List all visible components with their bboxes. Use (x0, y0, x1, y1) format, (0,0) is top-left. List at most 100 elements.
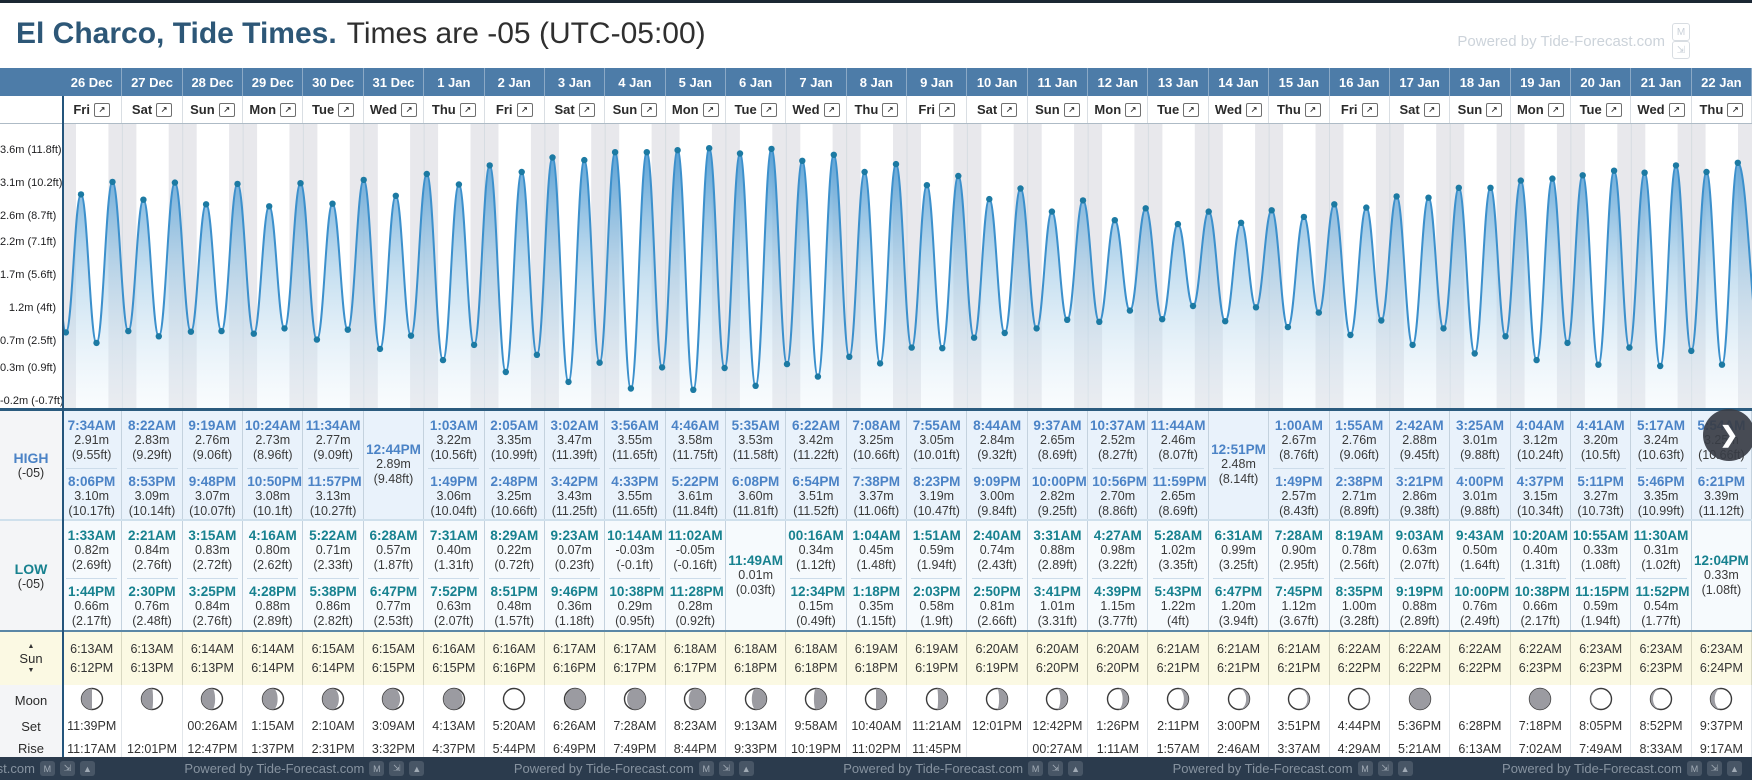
high-tide-entry: 6:08PM 3.60m (11.81ft) (730, 468, 782, 522)
external-link-icon[interactable]: ↗ (1183, 102, 1200, 117)
external-link-icon[interactable]: ↗ (1304, 102, 1321, 117)
external-link-icon[interactable]: ↗ (93, 102, 110, 117)
date-header-cell: 31 Dec (363, 68, 425, 96)
tide-height-m: 3.35m (1643, 489, 1679, 503)
tide-time: 9:48PM (188, 474, 237, 489)
tide-time: 7:28AM (1274, 528, 1323, 543)
tide-time: 9:37AM (1033, 418, 1082, 433)
tide-height-m: 0.15m (798, 599, 834, 613)
external-link-icon[interactable]: ↗ (338, 102, 355, 117)
external-link-icon[interactable]: ↗ (401, 102, 418, 117)
tide-height-m: 3.12m (1522, 433, 1558, 447)
moonrise-time-cell: 11:17AM (62, 737, 123, 760)
footer-watermark-icon: ▲ (409, 761, 425, 776)
low-tide-entry: 4:28PM 0.88m (2.89ft) (247, 578, 299, 632)
external-link-icon[interactable]: ↗ (1547, 102, 1564, 117)
tide-time: 6:28AM (369, 528, 418, 543)
tide-height-m: 0.50m (1462, 543, 1498, 557)
tide-height-ft: (1.08ft) (1580, 558, 1621, 572)
footer-watermark-text: Powered by Tide-Forecast.com (1502, 761, 1682, 776)
tide-height-m: 3.25m (858, 433, 894, 447)
external-link-icon[interactable]: ↗ (1423, 102, 1440, 117)
day-of-week-cell: Wed ↗ (786, 96, 847, 123)
external-link-icon[interactable]: ↗ (459, 102, 476, 117)
moonrise-time-cell: 7:02AM (1511, 737, 1571, 760)
tide-height-m: 0.48m (496, 599, 532, 613)
sunset-time: 6:18PM (794, 661, 838, 675)
day-of-week-label: Sun (1457, 102, 1483, 117)
external-link-icon[interactable]: ↗ (516, 102, 533, 117)
tide-time: 3:25AM (1455, 418, 1504, 433)
external-link-icon[interactable]: ↗ (578, 102, 595, 117)
external-link-icon[interactable]: ↗ (1125, 102, 1142, 117)
moon-phase-icon (623, 687, 647, 714)
moon-phase-icon (1408, 687, 1432, 714)
tide-height-m: 3.15m (1522, 489, 1558, 503)
tide-time: 7:45PM (1275, 584, 1323, 599)
external-link-icon[interactable]: ↗ (1668, 102, 1685, 117)
tide-height-ft: (11.65ft) (612, 504, 658, 518)
external-link-icon[interactable]: ↗ (1063, 102, 1080, 117)
external-link-icon[interactable]: ↗ (641, 102, 658, 117)
external-link-icon[interactable]: ↗ (218, 102, 235, 117)
day-of-week-cell: Tue ↗ (1570, 96, 1632, 123)
footer-watermark-item: Powered by Tide-Forecast.com M ⇲ ▲ (514, 761, 754, 776)
external-link-icon[interactable]: ↗ (1486, 102, 1503, 117)
tide-height-m: 0.57m (376, 543, 411, 557)
tide-height-ft: (10.04ft) (430, 504, 478, 518)
tide-height-m: 3.09m (134, 489, 170, 503)
tide-height-ft: (11.06ft) (853, 504, 900, 518)
external-link-icon[interactable]: ↗ (1361, 102, 1378, 117)
moonset-time-cell: 4:13AM (424, 715, 485, 737)
low-tide-entry: 8:35PM 1.00m (3.28ft) (1333, 578, 1385, 632)
tide-time: 10:38PM (1514, 584, 1570, 599)
tide-time: 9:46PM (550, 584, 599, 599)
low-tide-entry: 9:19PM 0.88m (2.89ft) (1394, 578, 1446, 632)
tide-height-ft: (9.55ft) (71, 448, 112, 462)
sun-times-cell: 6:22AM 6:22PM (1330, 632, 1390, 685)
moonset-time-cell: 4:44PM (1330, 715, 1390, 737)
tide-height-ft: (10.34ft) (1517, 504, 1564, 518)
tide-height-m: 2.76m (1341, 433, 1377, 447)
sun-times-cell: 6:23AM 6:24PM (1692, 632, 1752, 685)
sunrise-time: 6:22AM (1458, 642, 1502, 656)
tide-height-ft: (9.84ft) (977, 504, 1017, 518)
high-tide-cell: 1:03AM 3.22m (10.56ft) 1:49PM 3.06m (10.04ft) (424, 411, 485, 519)
high-tide-entry: 7:08AM 3.25m (10.66ft) (852, 416, 900, 466)
tide-height-m: 3.19m (919, 489, 955, 503)
external-link-icon[interactable]: ↗ (702, 102, 719, 117)
tide-height-ft: (8.27ft) (1097, 448, 1138, 462)
tide-height-ft: (2.56ft) (1339, 558, 1380, 572)
high-tide-entry: 2:05AM 3.35m (10.99ft) (490, 416, 538, 466)
sunrise-time: 6:19AM (854, 642, 898, 656)
tide-height-m: 2.82m (1040, 489, 1075, 503)
tide-height-m: 0.01m (738, 567, 773, 582)
external-link-icon[interactable]: ↗ (280, 102, 297, 117)
low-tide-cell: 3:15AM 0.83m (2.72ft) 3:25PM 0.84m (2.76ft) (183, 521, 244, 630)
low-tide-cell: 9:23AM 0.07m (0.23ft) 9:46PM 0.36m (1.18ft) (545, 521, 606, 630)
day-of-week-cell: Sun ↗ (1450, 96, 1511, 123)
sunrise-time: 6:16AM (432, 642, 476, 656)
external-link-icon[interactable]: ↗ (1605, 102, 1622, 117)
day-of-week-cell: Tue ↗ (725, 96, 787, 123)
external-link-icon[interactable]: ↗ (1727, 102, 1744, 117)
tide-time: 1:55AM (1335, 418, 1384, 433)
day-of-week-label: Tue (1157, 102, 1180, 117)
external-link-icon[interactable]: ↗ (760, 102, 777, 117)
page-header: El Charco, Tide Times. Times are -05 (UTC… (0, 3, 1752, 68)
low-tide-entry: 5:28AM 1.02m (3.35ft) (1154, 526, 1202, 576)
external-link-icon[interactable]: ↗ (823, 102, 840, 117)
moonset-time-cell: 9:37PM (1692, 715, 1752, 737)
external-link-icon[interactable]: ↗ (939, 102, 956, 117)
day-of-week-cell: Fri ↗ (907, 96, 968, 123)
external-link-icon[interactable]: ↗ (882, 102, 899, 117)
next-days-button[interactable]: ❯ (1703, 409, 1752, 461)
low-tide-entry: 10:55AM 0.33m (1.08ft) (1573, 526, 1629, 576)
tide-height-m: 0.80m (255, 543, 291, 557)
external-link-icon[interactable]: ↗ (1246, 102, 1263, 117)
low-tide-cell: 1:51AM 0.59m (1.94ft) 2:03PM 0.58m (1.9ft) (907, 521, 968, 630)
external-link-icon[interactable]: ↗ (156, 102, 173, 117)
external-link-icon[interactable]: ↗ (1001, 102, 1018, 117)
sunset-time: 6:15PM (432, 661, 476, 675)
tide-height-m: 3.00m (979, 489, 1015, 503)
